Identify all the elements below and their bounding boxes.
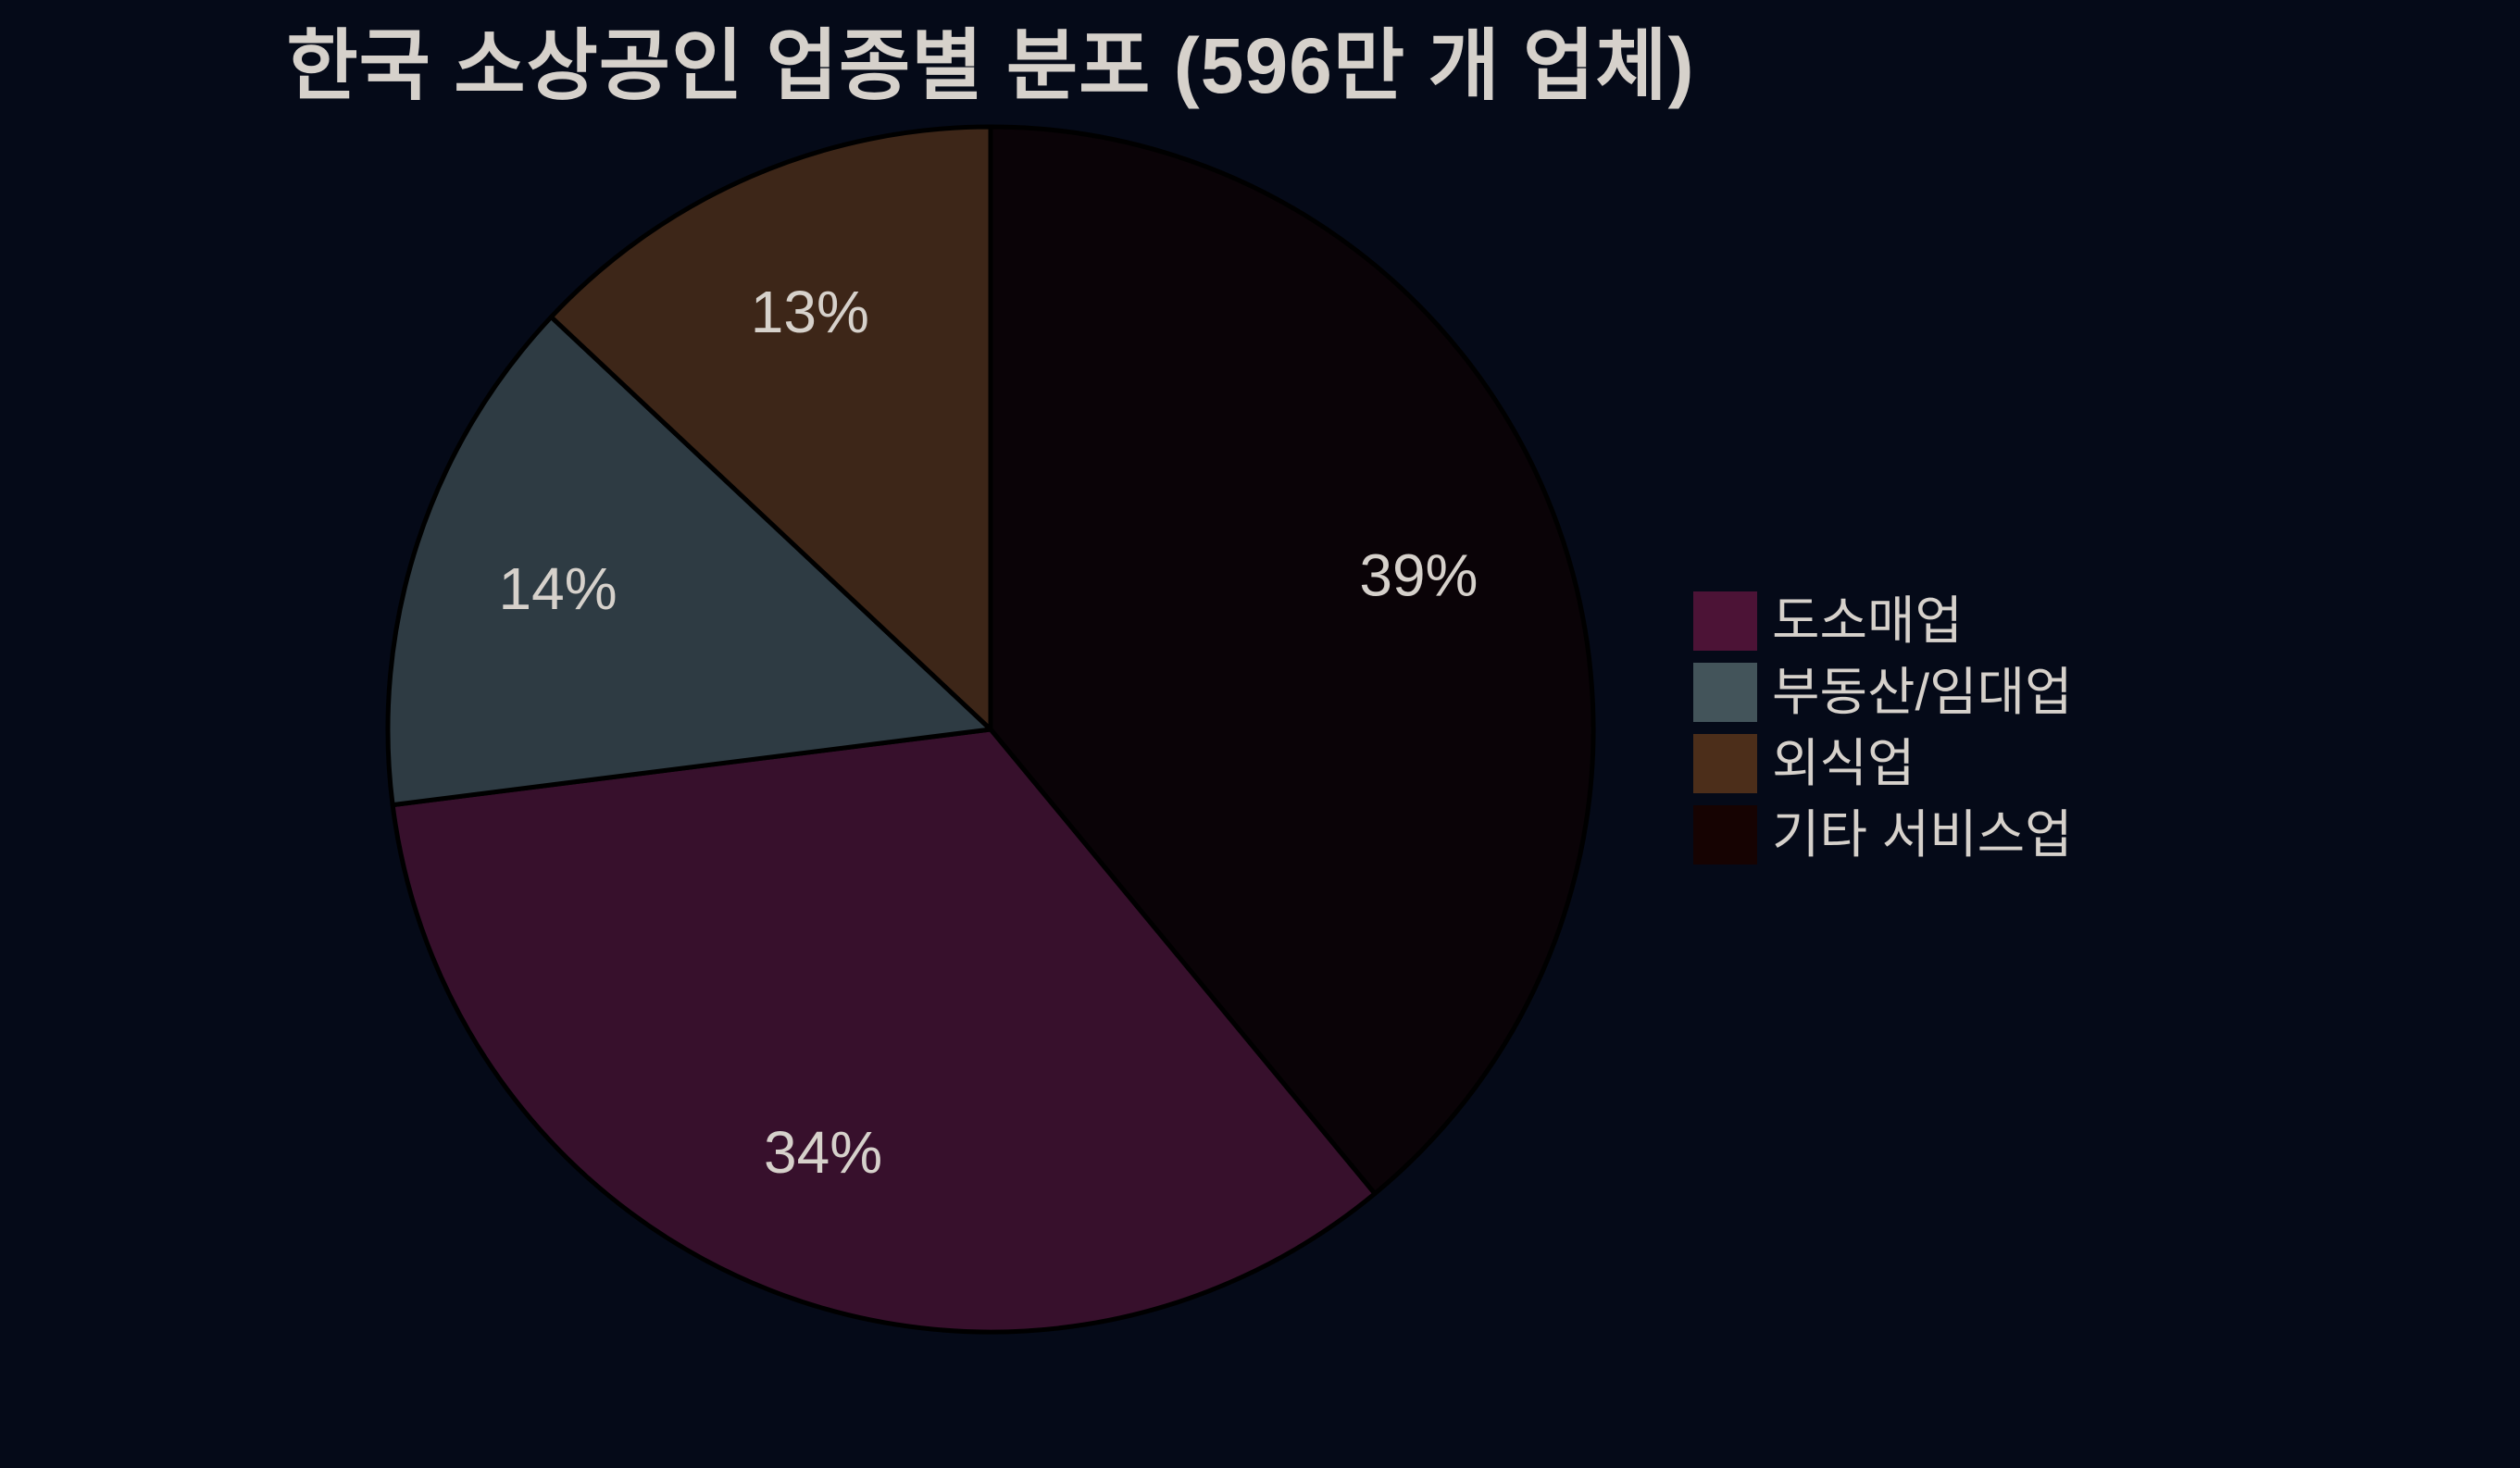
legend-item-real-estate-rental: 부동산/임대업 bbox=[1693, 663, 2073, 722]
legend-item-wholesale-retail: 도소매업 bbox=[1693, 591, 2073, 651]
pie-pct-label-other-services: 39% bbox=[1359, 542, 1478, 609]
legend-label-other-services: 기타 서비스업 bbox=[1772, 805, 2073, 864]
pie-slice-wholesale-retail bbox=[390, 727, 1378, 1335]
legend-label-wholesale-retail: 도소매업 bbox=[1772, 591, 1964, 650]
pie-pct-label-real-estate-rental: 14% bbox=[499, 555, 618, 622]
legend-label-food-service: 외식업 bbox=[1772, 734, 1915, 792]
legend: 도소매업 부동산/임대업 외식업 기타 서비스업 bbox=[1693, 591, 2073, 865]
legend-swatch-real-estate-rental bbox=[1693, 663, 1757, 722]
legend-swatch-food-service bbox=[1693, 734, 1757, 793]
pie-slice-other-services bbox=[988, 124, 1596, 1197]
pie-pct-label-food-service: 13% bbox=[751, 279, 869, 345]
pie-slice-real-estate-rental bbox=[385, 314, 993, 808]
chart-title: 한국 소상공인 업종별 분포 (596만 개 업체) bbox=[286, 22, 1695, 109]
legend-item-food-service: 외식업 bbox=[1693, 734, 2073, 793]
legend-item-other-services: 기타 서비스업 bbox=[1693, 805, 2073, 865]
legend-label-real-estate-rental: 부동산/임대업 bbox=[1772, 663, 2073, 721]
pie-slice-food-service bbox=[548, 124, 993, 732]
pie-pct-label-wholesale-retail: 34% bbox=[764, 1119, 882, 1186]
legend-swatch-other-services bbox=[1693, 805, 1757, 865]
legend-swatch-wholesale-retail bbox=[1693, 591, 1757, 651]
